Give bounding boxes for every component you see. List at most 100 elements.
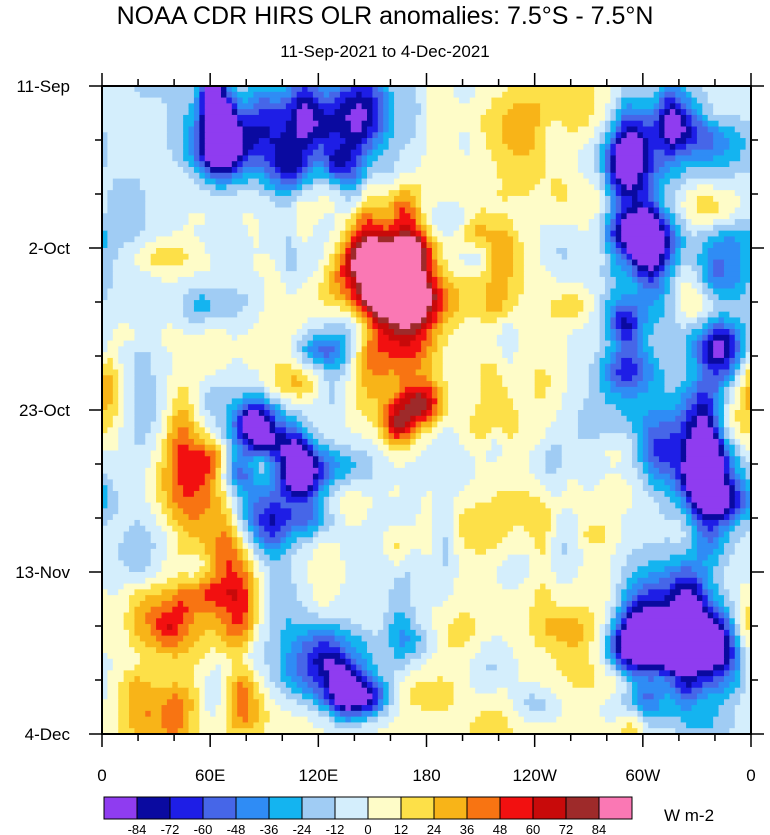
field-cell — [177, 161, 190, 168]
field-cell — [421, 392, 428, 400]
field-cell — [723, 664, 730, 671]
field-cell — [729, 340, 736, 347]
field-cell — [139, 600, 163, 608]
field-cell — [610, 369, 617, 376]
field-cell — [464, 317, 482, 324]
field-cell — [648, 195, 655, 203]
field-cell — [226, 329, 249, 336]
field-cell — [637, 450, 644, 457]
field-cell — [480, 126, 503, 133]
field-cell — [226, 479, 233, 486]
field-cell — [248, 653, 265, 660]
field-cell — [610, 635, 617, 643]
field-cell — [599, 710, 639, 718]
field-cell — [691, 91, 709, 99]
field-cell — [269, 456, 276, 463]
field-cell — [323, 485, 330, 492]
field-cell — [621, 178, 639, 185]
field-cell — [691, 531, 698, 538]
field-cell — [199, 705, 206, 712]
field-cell — [410, 427, 417, 434]
field-cell — [648, 178, 655, 185]
field-cell — [372, 172, 401, 180]
field-cell — [431, 537, 444, 544]
field-cell — [502, 120, 541, 128]
field-cell — [172, 467, 179, 475]
field-cell — [642, 161, 649, 168]
field-cell — [102, 606, 130, 614]
field-cell — [350, 346, 357, 353]
field-cell — [242, 415, 265, 423]
field-cell — [626, 722, 633, 729]
field-cell — [166, 554, 200, 562]
field-cell — [696, 421, 709, 428]
field-cell — [361, 190, 390, 197]
field-cell — [264, 184, 276, 191]
field-cell — [156, 444, 163, 452]
field-cell — [615, 305, 639, 313]
field-cell — [502, 635, 536, 643]
field-cell — [258, 230, 298, 238]
field-cell — [664, 149, 676, 157]
field-cell — [648, 149, 655, 157]
field-cell — [123, 624, 136, 631]
field-cell — [361, 120, 374, 128]
field-cell — [545, 161, 579, 168]
field-cell — [626, 687, 633, 695]
field-cell — [729, 658, 736, 666]
field-cell — [102, 248, 119, 255]
field-cell — [264, 381, 276, 388]
field-cell — [237, 491, 249, 498]
field-cell — [242, 658, 255, 666]
field-cell — [156, 236, 200, 243]
field-cell — [166, 103, 190, 110]
field-cell — [248, 531, 255, 538]
field-cell — [188, 624, 227, 631]
field-cell — [637, 392, 682, 400]
field-cell — [204, 178, 217, 185]
field-cell — [686, 427, 693, 434]
field-cell — [723, 670, 730, 677]
field-cell — [129, 693, 173, 700]
field-cell — [594, 305, 601, 313]
field-cell — [648, 334, 687, 342]
field-cell — [123, 375, 136, 382]
field-cell — [442, 369, 482, 376]
field-cell — [415, 433, 422, 440]
field-cell — [312, 381, 319, 388]
field-cell — [529, 467, 547, 475]
field-cell — [626, 479, 644, 486]
field-cell — [610, 693, 622, 700]
colorbar-swatch — [235, 796, 270, 820]
field-cell — [686, 311, 698, 319]
field-cell — [112, 664, 136, 671]
field-cell — [258, 519, 271, 527]
field-cell — [686, 421, 698, 428]
field-cell — [291, 340, 298, 347]
field-cell — [102, 629, 130, 637]
field-cell — [226, 705, 233, 712]
field-cell — [669, 433, 687, 440]
field-cell — [718, 560, 730, 567]
field-cell — [312, 647, 341, 654]
field-cell — [653, 352, 687, 359]
field-cell — [372, 681, 379, 689]
field-cell — [242, 167, 265, 174]
field-cell — [599, 138, 606, 145]
field-cell — [388, 693, 395, 700]
field-cell — [421, 184, 503, 191]
field-cell — [367, 716, 379, 724]
field-cell — [102, 149, 109, 157]
field-cell — [588, 606, 606, 614]
field-cell — [421, 219, 428, 226]
field-cell — [545, 450, 563, 457]
field-cell — [231, 525, 238, 533]
field-cell — [183, 132, 190, 139]
field-cell — [350, 230, 357, 238]
field-cell — [166, 496, 173, 504]
field-cell — [102, 508, 119, 515]
field-cell — [372, 329, 379, 336]
field-cell — [561, 462, 611, 469]
field-cell — [193, 167, 200, 174]
field-cell — [377, 716, 395, 724]
